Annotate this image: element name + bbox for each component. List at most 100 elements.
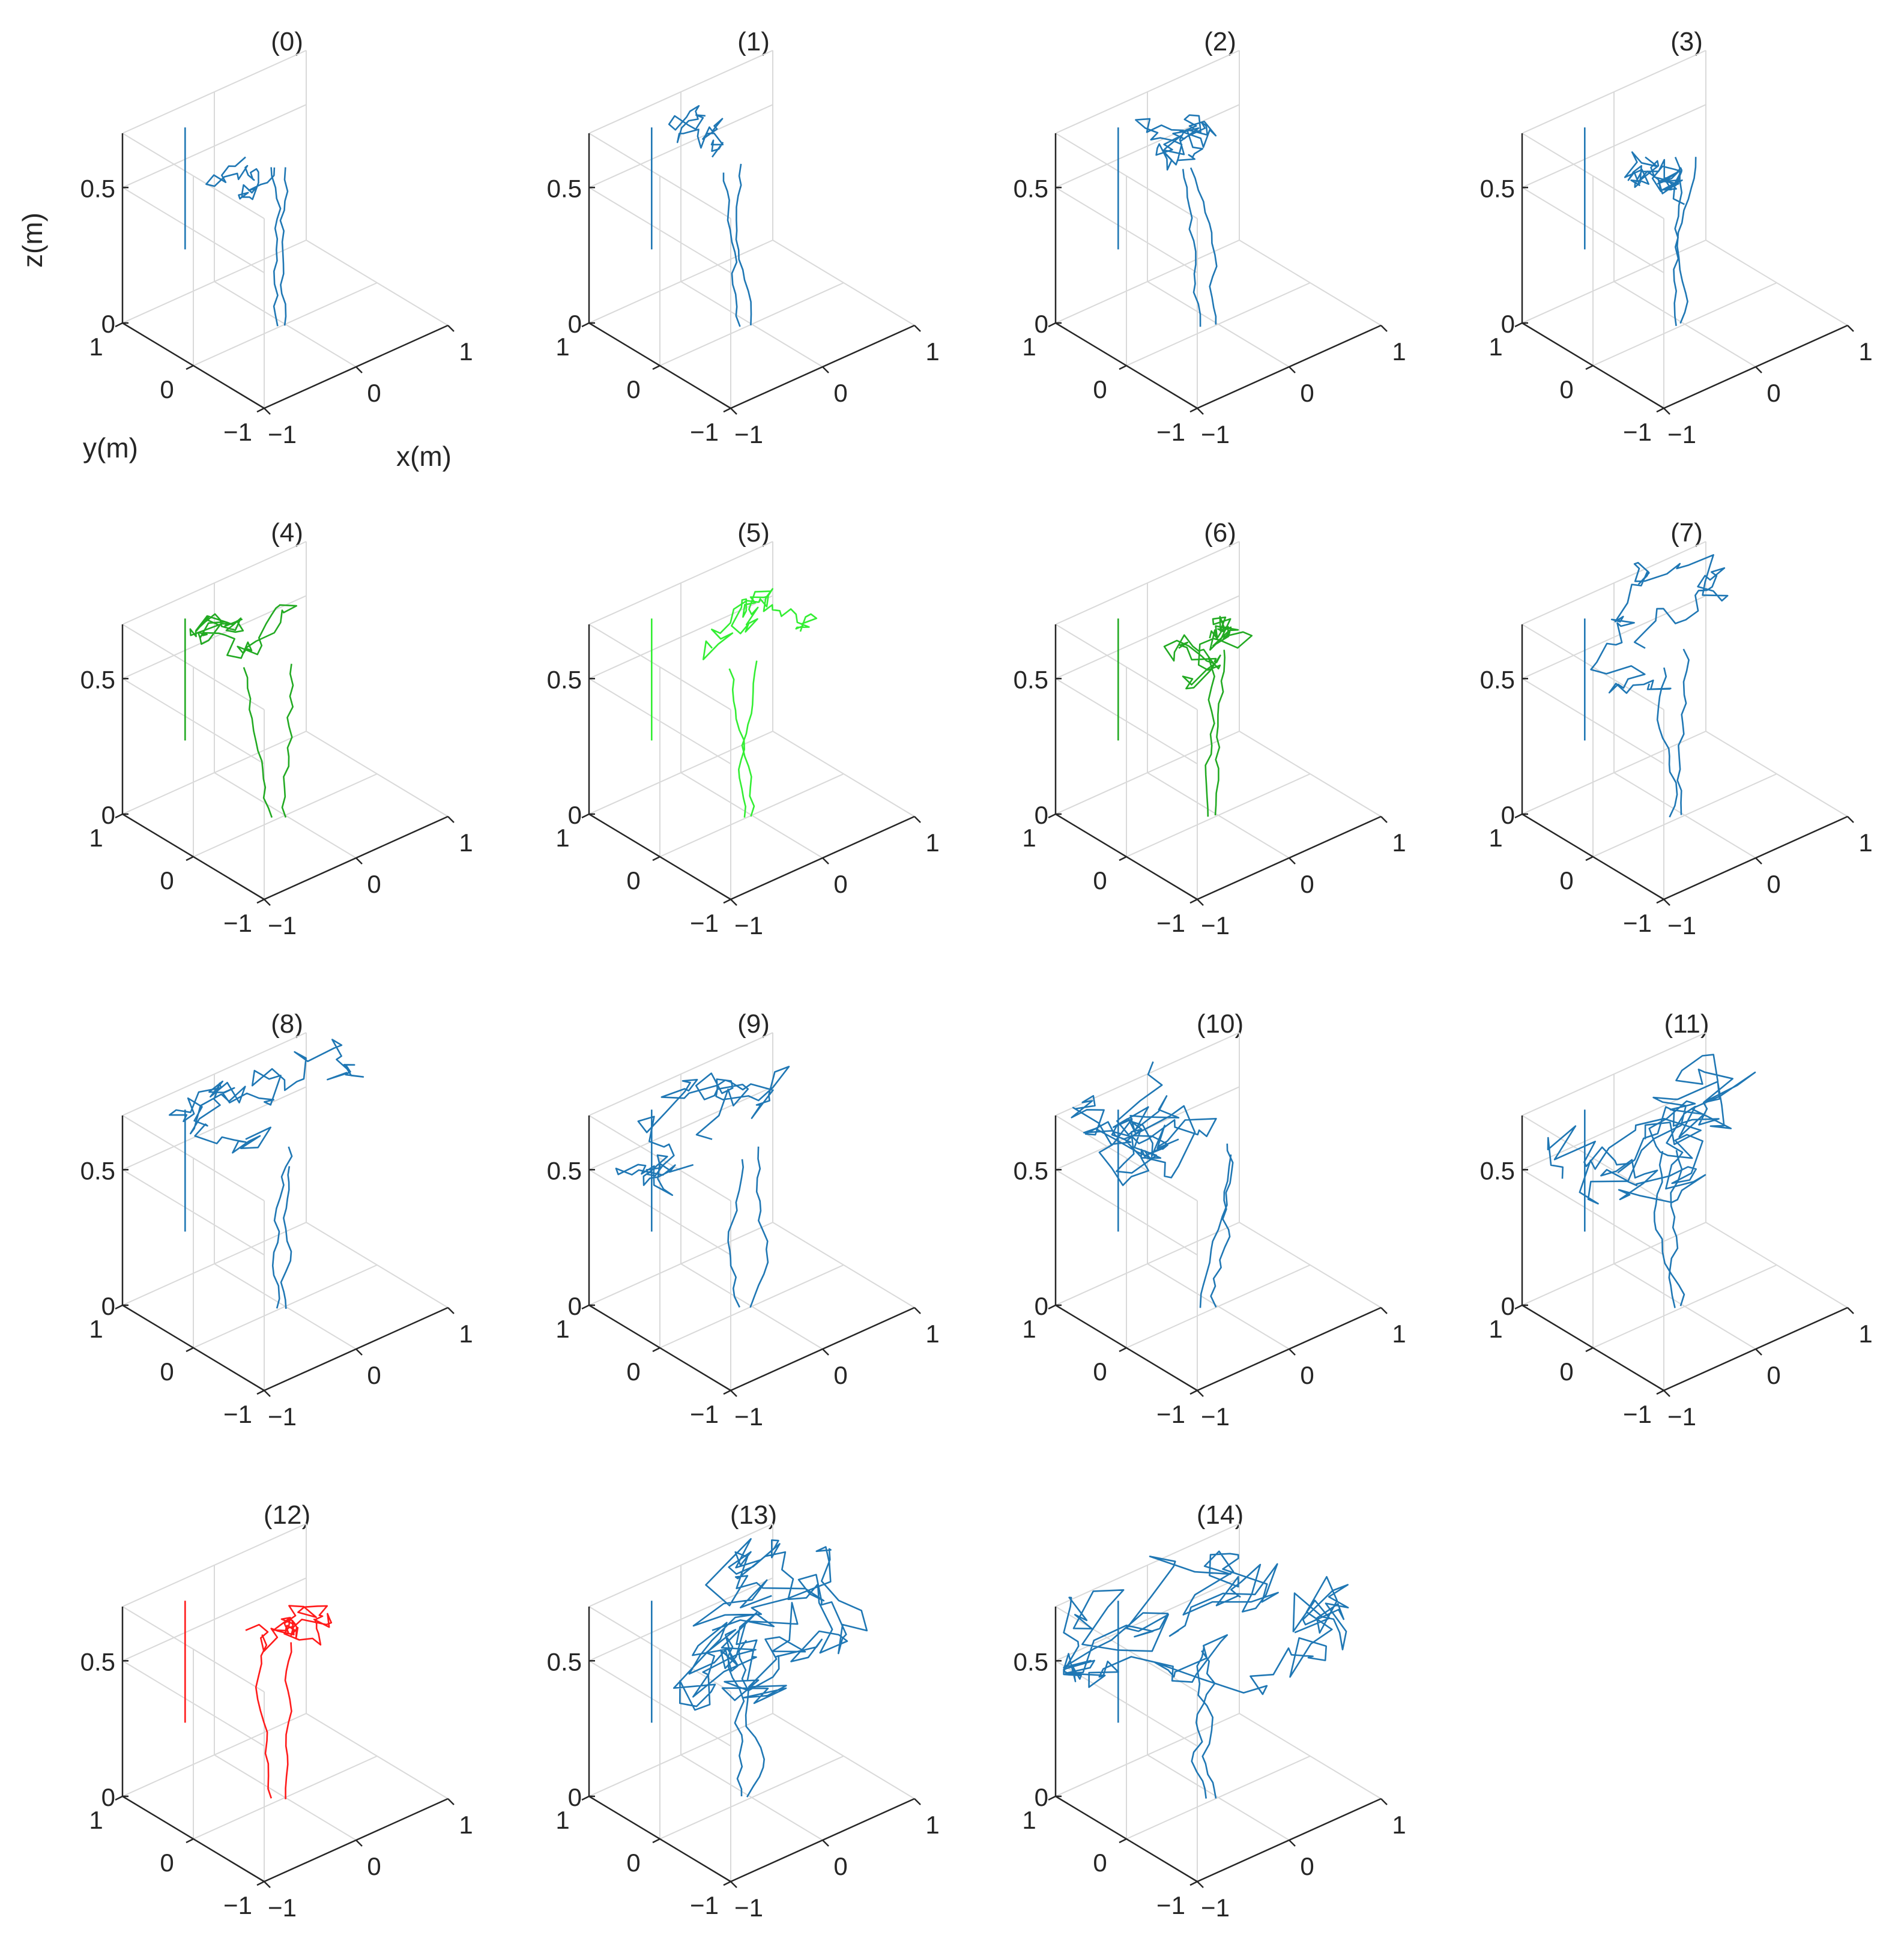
y-tick (115, 1304, 123, 1310)
trajectories (1117, 615, 1253, 817)
axes (1514, 624, 1854, 906)
x-tick-label: 1 (1858, 337, 1872, 366)
x-tick (1380, 1798, 1388, 1805)
y-tick-label: 1 (1488, 333, 1502, 361)
x-tick (1755, 366, 1762, 373)
y-tick (1514, 322, 1523, 328)
gridline (122, 50, 307, 134)
y-tick-label: 0 (1559, 375, 1573, 403)
trajectory-top (1624, 151, 1685, 205)
x-tick (264, 1881, 271, 1888)
gridline (772, 1222, 915, 1308)
subplot-title: (7) (1670, 518, 1703, 548)
gridline (122, 1713, 307, 1797)
y-tick-label: −1 (1156, 909, 1185, 937)
gridline (1522, 1086, 1706, 1171)
y-tick (723, 407, 731, 413)
trajectories (184, 1601, 333, 1799)
gridlines (1055, 1032, 1382, 1391)
gridline (588, 1660, 731, 1747)
gridline (659, 1264, 844, 1348)
x-tick (1380, 1307, 1388, 1314)
gridline (1055, 678, 1198, 765)
z-tick-label: 0.5 (1014, 665, 1048, 693)
gridlines (122, 1523, 449, 1882)
x-tick-label: −1 (1201, 420, 1230, 448)
gridlines (1522, 50, 1848, 409)
gridline (588, 541, 773, 625)
z-tick-label: 0.5 (1480, 665, 1515, 693)
trajectory-top (189, 604, 298, 659)
y-tick (723, 898, 731, 904)
y-tick-label: 1 (89, 824, 103, 852)
gridline (1055, 731, 1240, 815)
y-tick-label: −1 (1623, 1400, 1652, 1428)
gridlines (122, 541, 449, 900)
y-tick (1585, 1347, 1594, 1353)
x-tick (730, 1390, 737, 1397)
z-tick-label: 0.5 (547, 665, 582, 693)
y-tick-label: −1 (1623, 418, 1652, 446)
x-tick-label: −1 (734, 911, 763, 940)
gridline (122, 624, 265, 710)
x-tick (1197, 408, 1204, 415)
x-tick-label: −1 (1201, 1894, 1230, 1922)
trajectories (651, 105, 752, 327)
trajectory-stem (1182, 169, 1201, 327)
y-tick-label: −1 (690, 1891, 719, 1919)
y-tick-label: 0 (626, 1849, 640, 1877)
y-tick (581, 1304, 590, 1310)
trajectory-stem (243, 667, 273, 818)
x-tick (1289, 1840, 1296, 1847)
gridline (1705, 731, 1848, 817)
y-tick (1189, 1880, 1198, 1886)
x-tick-label: 1 (925, 1320, 939, 1348)
y-tick (1119, 1838, 1127, 1844)
trajectory-stem (1673, 157, 1683, 326)
y-tick (723, 1880, 731, 1886)
x-tick (355, 1348, 363, 1356)
x-tick-label: 1 (925, 829, 939, 857)
z-tick-label: 0.5 (1014, 1647, 1048, 1676)
x-tick (822, 366, 829, 373)
gridline (122, 240, 307, 324)
trajectories (184, 127, 289, 327)
axes (115, 1607, 455, 1888)
gridline (1592, 773, 1777, 857)
trajectories (1584, 127, 1697, 326)
z-tick-label: 0 (568, 1783, 582, 1811)
gridlines (588, 1032, 915, 1391)
y-tick (1189, 1389, 1198, 1395)
z-tick-label: 0.5 (1480, 1156, 1515, 1185)
x-tick-label: 1 (1392, 337, 1406, 366)
z-tick-label: 0 (1035, 801, 1048, 829)
y-tick-label: −1 (1156, 1891, 1185, 1919)
trajectories (168, 1039, 364, 1309)
y-tick-label: 0 (1093, 1357, 1107, 1386)
z-tick-label: 0.5 (1014, 174, 1048, 202)
gridline (122, 187, 265, 274)
gridlines (122, 50, 449, 409)
trajectory-stem (279, 167, 289, 326)
x-tick-label: 0 (1300, 1852, 1314, 1880)
trajectory-top (245, 1605, 333, 1652)
z-tick-label: 0 (1501, 801, 1515, 829)
gridline (122, 1115, 265, 1201)
y-tick-label: −1 (1623, 909, 1652, 937)
trajectory-stem (280, 1166, 292, 1309)
x-tick (1380, 325, 1388, 332)
y-tick (186, 856, 194, 862)
x-tick-label: 0 (367, 1361, 381, 1389)
gridline (588, 1169, 731, 1256)
x-tick (1755, 1348, 1762, 1356)
x-tick-label: 1 (925, 337, 939, 366)
y-tick (1119, 856, 1127, 862)
gridline (772, 240, 915, 326)
x-tick (1289, 857, 1296, 865)
z-tick-label: 0 (1035, 1292, 1048, 1320)
